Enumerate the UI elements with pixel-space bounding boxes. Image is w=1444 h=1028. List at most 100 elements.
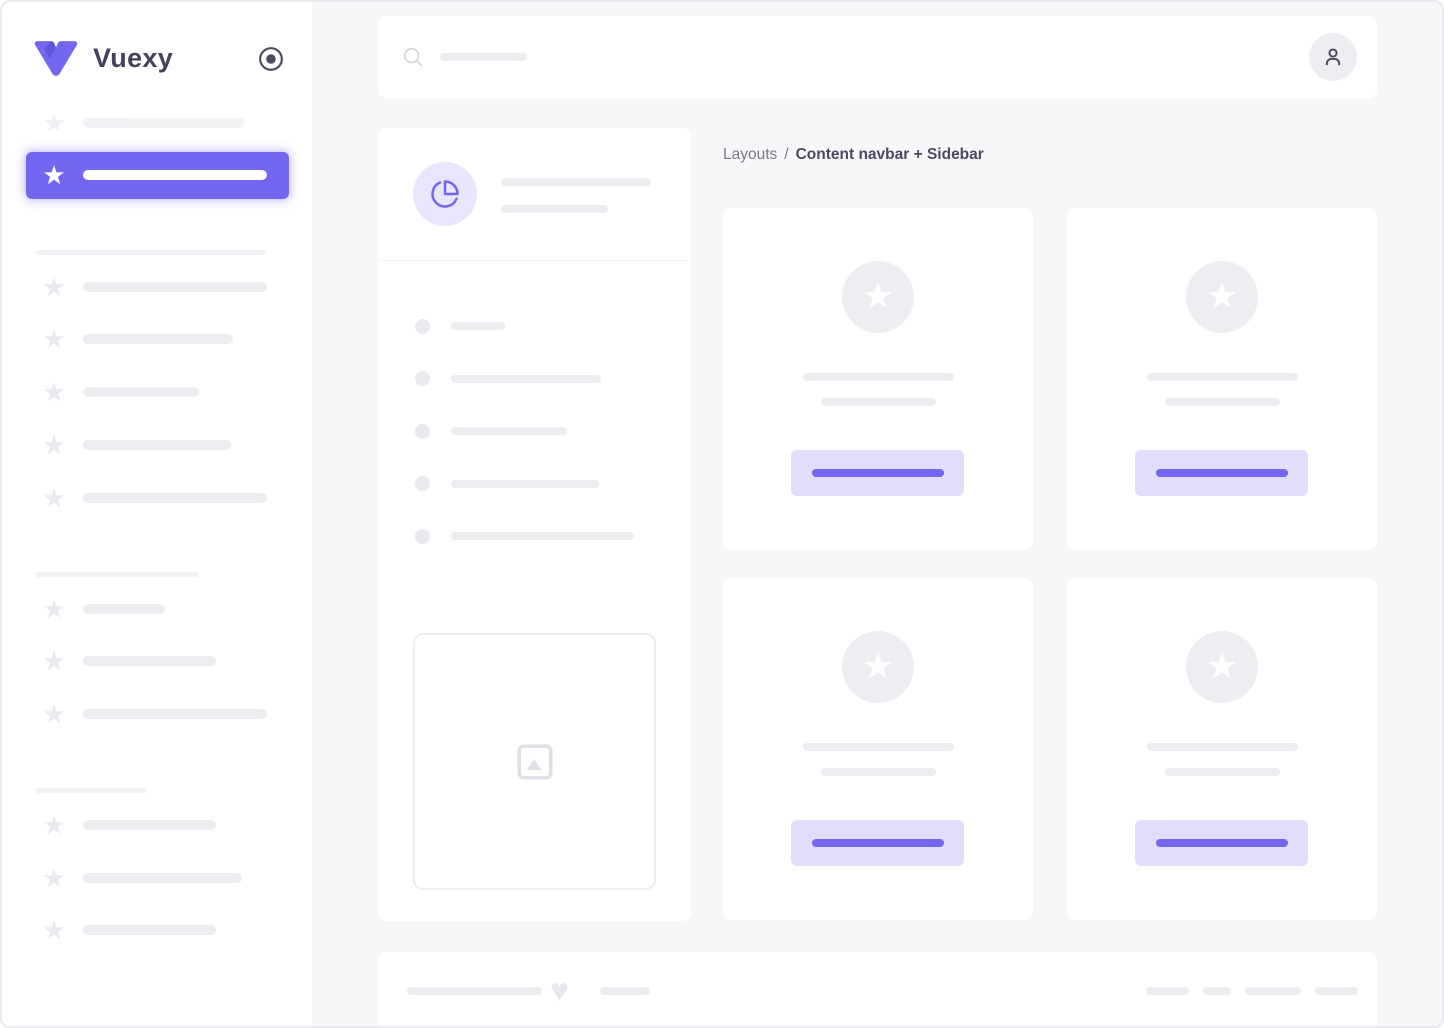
user-icon: [1325, 48, 1341, 66]
sidebar-item-label-skeleton: [83, 819, 216, 830]
sidebar-item-label-skeleton: [83, 118, 245, 128]
star-badge-circle: ★: [1186, 631, 1258, 703]
list-bullet-skeleton: [415, 528, 430, 544]
card-button[interactable]: [1135, 820, 1308, 866]
card-title-skeleton: [1146, 743, 1298, 751]
star-icon: ★: [42, 377, 66, 408]
sidebar-section-divider-skeleton: [35, 571, 199, 577]
demo-card-header: [378, 128, 691, 261]
card-subtitle-skeleton: [820, 398, 936, 406]
star-badge-circle: ★: [842, 261, 914, 333]
sidebar-item[interactable]: ★: [2, 593, 312, 624]
navbar-search[interactable]: [402, 16, 527, 98]
list-bullet-skeleton: [415, 318, 430, 334]
card-subtitle-skeleton: [1164, 768, 1280, 776]
star-icon: ★: [42, 160, 66, 191]
vuexy-logo-icon: [34, 41, 78, 76]
demo-sidebar-card: [378, 128, 691, 921]
footer-link-skeleton: [1203, 987, 1231, 995]
card-title-skeleton: [802, 743, 954, 751]
star-icon: ★: [42, 698, 66, 729]
sidebar-item[interactable]: ★: [2, 108, 312, 138]
sidebar-item[interactable]: ★: [2, 698, 312, 729]
footer-card: ♥: [378, 952, 1377, 1026]
sidebar-section-divider-skeleton: [35, 249, 266, 255]
breadcrumb-separator: /: [784, 146, 789, 163]
star-icon: ★: [1205, 645, 1239, 686]
heart-icon: ♥: [550, 972, 569, 1008]
star-icon: ★: [42, 593, 66, 624]
sidebar-item[interactable]: ★: [2, 915, 312, 946]
sidebar-item-active[interactable]: ★: [26, 152, 289, 200]
footer-link-skeleton: [1315, 987, 1358, 995]
star-icon: ★: [42, 809, 66, 840]
breadcrumb-parent[interactable]: Layouts: [723, 146, 778, 163]
sidebar-section-divider-skeleton: [35, 787, 147, 793]
sidebar-item[interactable]: ★: [2, 809, 312, 840]
image-icon: [517, 744, 552, 779]
star-icon: ★: [42, 271, 66, 302]
button-label-skeleton: [1155, 839, 1288, 847]
star-icon: ★: [42, 108, 66, 138]
star-icon: ★: [861, 275, 895, 316]
content-card-grid: ★ ★ ★ ★: [723, 208, 1377, 920]
sidebar-item-label-skeleton: [83, 281, 267, 292]
demo-subtitle-skeleton: [501, 205, 608, 213]
list-bullet-skeleton: [415, 476, 430, 492]
content-card: ★: [1067, 208, 1377, 550]
content-card: ★: [723, 578, 1033, 920]
card-subtitle-skeleton: [1164, 398, 1280, 406]
star-icon: ★: [861, 645, 895, 686]
star-icon: ★: [1205, 275, 1239, 316]
sidebar-item-label-skeleton: [83, 872, 242, 883]
sidebar-item-label-skeleton: [83, 925, 216, 936]
sidebar-item[interactable]: ★: [2, 482, 312, 513]
list-line-skeleton: [451, 374, 601, 383]
card-title-skeleton: [1146, 373, 1298, 381]
card-subtitle-skeleton: [820, 768, 936, 776]
card-button[interactable]: [1135, 450, 1308, 496]
top-navbar: [378, 16, 1377, 98]
content-card: ★: [723, 208, 1033, 550]
footer-copyright-skeleton: [407, 987, 542, 995]
button-label-skeleton: [811, 469, 944, 477]
sidebar-pin-toggle[interactable]: [258, 46, 284, 72]
sidebar: Vuexy ★ ★ ★ ★ ★ ★ ★ ★ ★ ★ ★ ★ ★: [2, 2, 312, 1026]
user-avatar-button[interactable]: [1309, 33, 1357, 81]
breadcrumb: Layouts / Content navbar + Sidebar: [723, 146, 984, 164]
sidebar-item-label-skeleton: [83, 708, 267, 719]
sidebar-item-label-skeleton: [83, 603, 165, 614]
footer-links-skeleton: [1146, 987, 1358, 995]
sidebar-item[interactable]: ★: [2, 865, 312, 891]
sidebar-item[interactable]: ★: [2, 271, 312, 302]
star-badge-circle: ★: [1186, 261, 1258, 333]
star-icon: ★: [42, 482, 66, 513]
search-icon: [403, 47, 423, 67]
footer-link-skeleton: [1245, 987, 1301, 995]
list-line-skeleton: [451, 532, 634, 541]
button-label-skeleton: [1155, 469, 1288, 477]
brand[interactable]: Vuexy: [32, 41, 173, 76]
star-icon: ★: [42, 646, 66, 677]
sidebar-item[interactable]: ★: [2, 377, 312, 408]
star-icon: ★: [42, 915, 66, 946]
sidebar-item-label-skeleton: [83, 387, 199, 398]
sidebar-item[interactable]: ★: [2, 646, 312, 677]
footer-link-skeleton: [1146, 987, 1189, 995]
list-bullet-skeleton: [415, 371, 430, 387]
pie-chart-icon: [431, 180, 459, 208]
card-button[interactable]: [791, 450, 964, 496]
card-title-skeleton: [802, 373, 954, 381]
breadcrumb-current: Content navbar + Sidebar: [795, 146, 984, 163]
sidebar-item-label-skeleton: [83, 334, 233, 345]
sidebar-item-label-skeleton: [83, 492, 267, 503]
card-button[interactable]: [791, 820, 964, 866]
image-placeholder: [413, 633, 656, 890]
brand-name: Vuexy: [93, 43, 174, 73]
sidebar-item-label-skeleton: [83, 656, 216, 667]
radio-dot-icon: [259, 47, 283, 71]
button-label-skeleton: [811, 839, 944, 847]
sidebar-item[interactable]: ★: [2, 326, 312, 352]
sidebar-item[interactable]: ★: [2, 432, 312, 458]
